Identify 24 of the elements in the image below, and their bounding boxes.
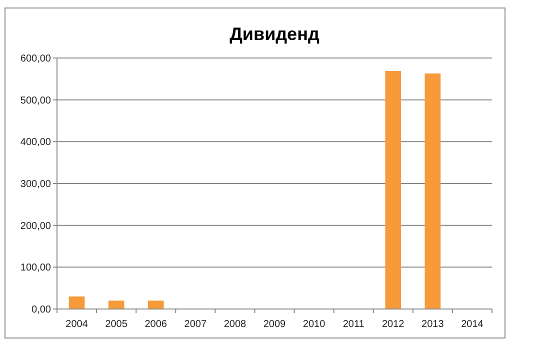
y-tick-label: 0,00	[32, 304, 52, 316]
x-tick-label: 2004	[66, 319, 88, 330]
x-tick-label: 2011	[342, 319, 365, 330]
y-tick-label: 400,00	[20, 137, 52, 148]
y-tick-label: 500,00	[20, 95, 52, 106]
x-tick-label: 2009	[263, 319, 286, 330]
x-tick-label: 2005	[105, 319, 128, 330]
bar	[108, 300, 124, 309]
x-tick-label: 2010	[302, 319, 326, 330]
y-tick-label: 600,00	[20, 54, 52, 64]
bar	[68, 296, 85, 309]
y-tick-label: 300,00	[20, 179, 52, 190]
bar	[148, 300, 164, 309]
bar	[385, 70, 402, 309]
chart-title: Дивиденд	[230, 24, 320, 44]
x-tick-label: 2014	[461, 319, 484, 330]
bar	[424, 73, 441, 309]
x-tick-label: 2012	[382, 319, 405, 330]
x-tick-label: 2013	[422, 319, 444, 330]
x-tick-label: 2006	[144, 319, 168, 330]
x-tick-label: 2008	[224, 319, 247, 330]
x-tick-label: 2007	[184, 319, 207, 330]
y-tick-label: 200,00	[20, 220, 52, 232]
y-tick-label: 100,00	[20, 262, 52, 274]
